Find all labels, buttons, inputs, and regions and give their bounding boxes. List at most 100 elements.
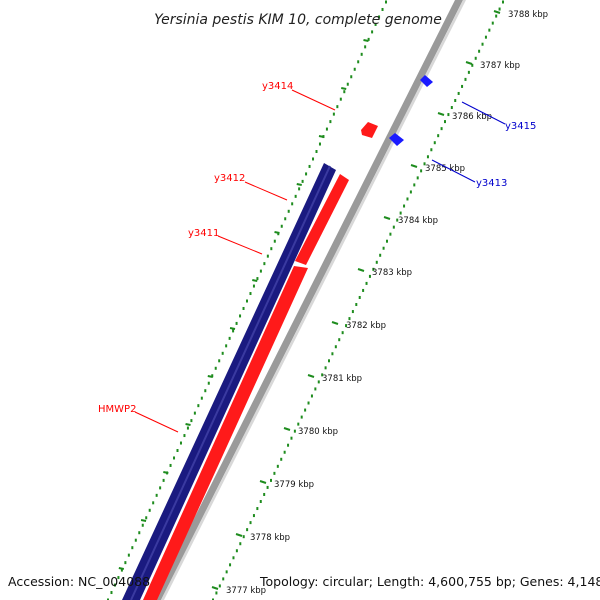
inner-track-dot xyxy=(232,329,235,333)
inner-track-dot xyxy=(110,591,113,595)
outer-track-dot xyxy=(276,464,279,468)
gene-callout-line xyxy=(291,89,336,111)
outer-track-dot xyxy=(324,366,327,370)
major-tick-mark xyxy=(235,533,243,537)
major-tick-mark xyxy=(410,164,418,168)
gene-label: y3412 xyxy=(214,173,245,184)
inner-track-dot xyxy=(246,299,248,303)
outer-track-dot xyxy=(368,274,371,278)
minor-tick-mark xyxy=(163,471,169,474)
inner-track-dot xyxy=(259,269,262,273)
outer-track-dot xyxy=(310,394,313,398)
outer-track-dot xyxy=(379,253,382,257)
outer-track-dot xyxy=(502,0,504,4)
inner-track-dot xyxy=(242,306,245,310)
tick-label: 3787 kbp xyxy=(480,61,520,71)
map-title: Yersinia pestis KIM 10, complete genome xyxy=(154,12,442,28)
inner-track-dot xyxy=(266,254,269,258)
inner-track-dot xyxy=(353,67,356,71)
outer-track-dot xyxy=(273,471,276,475)
outer-track-dot xyxy=(365,281,368,285)
tick-dot-track xyxy=(107,0,504,600)
inner-track-dot xyxy=(173,456,176,460)
outer-track-dot xyxy=(464,77,467,81)
tick-label: 3782 kbp xyxy=(346,321,386,331)
inner-track-dot xyxy=(145,516,148,520)
gene-callout-line xyxy=(244,181,288,201)
outer-track-dot xyxy=(317,380,320,384)
outer-track-dot xyxy=(420,169,423,173)
major-tick-mark xyxy=(283,427,291,431)
inner-track-dot xyxy=(287,209,290,213)
inner-track-dot xyxy=(294,194,297,198)
inner-track-dot xyxy=(134,538,137,542)
outer-track-dot xyxy=(263,492,266,496)
outer-track-dot xyxy=(348,317,351,321)
outer-track-dot xyxy=(249,521,252,525)
inner-track-dot xyxy=(291,202,294,206)
inner-track-dot xyxy=(183,434,186,438)
outer-track-dot xyxy=(304,408,307,412)
inner-track-dot xyxy=(186,426,189,430)
tick-label: 3783 kbp xyxy=(372,268,412,278)
tick-label: 3784 kbp xyxy=(398,216,438,226)
inner-track-dot xyxy=(367,37,370,41)
gene-callout-line xyxy=(217,235,263,255)
forward-gene-y3411 xyxy=(143,266,308,600)
inner-track-dot xyxy=(301,179,304,183)
outer-track-dot xyxy=(212,598,214,600)
minor-tick-mark xyxy=(363,39,369,42)
outer-track-dot xyxy=(222,577,225,581)
outer-track-dot xyxy=(461,84,464,88)
inner-track-dot xyxy=(211,374,214,378)
tick-labels: 3777 kbp 3778 kbp 3779 kbp 3780 kbp 3781 kbp… xyxy=(211,10,548,596)
inner-track-dot xyxy=(346,82,349,86)
inner-track-dot xyxy=(325,127,328,131)
outer-track-dot xyxy=(256,507,259,511)
inner-track-dot xyxy=(221,351,224,355)
tick-label: 3780 kbp xyxy=(298,427,338,437)
outer-track-dot xyxy=(430,148,433,152)
major-tick-mark xyxy=(307,374,315,378)
outer-track-dot xyxy=(300,415,303,419)
tick-label: 3777 kbp xyxy=(226,586,266,596)
inner-track-dot xyxy=(127,553,130,557)
major-tick-mark xyxy=(211,586,219,590)
inner-track-dot xyxy=(305,172,308,176)
inner-track-dot xyxy=(357,60,360,64)
outer-track-dot xyxy=(481,42,484,46)
inner-track-dot xyxy=(280,224,283,228)
inner-track-dot xyxy=(350,75,353,79)
genome-backbone-highlight xyxy=(161,0,466,600)
major-tick-mark xyxy=(383,216,391,220)
inner-track-dot xyxy=(204,389,207,393)
tick-label: 3788 kbp xyxy=(508,10,548,20)
minor-tick-mark xyxy=(296,183,302,186)
minor-tick-mark xyxy=(318,135,325,138)
inner-track-dot xyxy=(374,22,377,26)
outer-track-dot xyxy=(416,176,419,180)
outer-track-dot xyxy=(382,246,385,250)
minor-tick-mark xyxy=(207,375,213,378)
gene-label: y3414 xyxy=(262,81,293,92)
inner-track-dot xyxy=(270,247,273,251)
inner-track-dot xyxy=(120,568,123,572)
genome-summary: Topology: circular; Length: 4,600,755 bp… xyxy=(259,574,600,589)
outer-track-dot xyxy=(498,7,501,11)
outer-track-dot xyxy=(355,303,358,307)
outer-track-dot xyxy=(426,155,429,159)
outer-track-dot xyxy=(242,535,245,539)
outer-track-dot xyxy=(218,584,221,588)
inner-track-dot xyxy=(256,277,259,281)
outer-track-dot xyxy=(351,310,354,314)
outer-track-dot xyxy=(280,457,283,461)
outer-track-dot xyxy=(447,113,450,117)
outer-track-dot xyxy=(467,70,470,74)
inner-track-dot xyxy=(214,366,217,370)
gene-callout-line xyxy=(431,159,476,183)
outer-track-dot xyxy=(266,485,269,489)
major-tick-mark xyxy=(493,10,501,14)
outer-track-dot xyxy=(270,478,272,482)
outer-track-dot xyxy=(259,500,262,504)
inner-track-dot xyxy=(343,90,346,94)
